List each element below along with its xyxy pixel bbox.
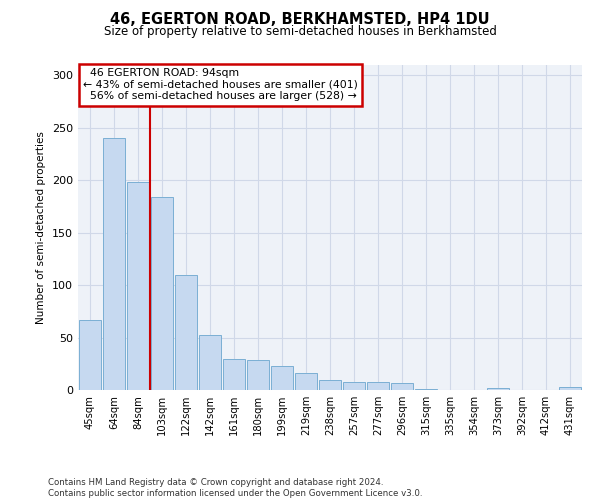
Bar [343, 382, 365, 390]
Bar [487, 388, 509, 390]
Text: 46 EGERTON ROAD: 94sqm
← 43% of semi-detached houses are smaller (401)
  56% of : 46 EGERTON ROAD: 94sqm ← 43% of semi-det… [83, 68, 358, 102]
Bar [295, 373, 317, 390]
Bar [415, 389, 437, 390]
Text: Contains HM Land Registry data © Crown copyright and database right 2024.
Contai: Contains HM Land Registry data © Crown c… [48, 478, 422, 498]
Bar [103, 138, 125, 390]
Bar [79, 320, 101, 390]
Bar [391, 382, 413, 390]
Bar [319, 380, 341, 390]
Y-axis label: Number of semi-detached properties: Number of semi-detached properties [37, 131, 46, 324]
Bar [127, 182, 149, 390]
Bar [223, 358, 245, 390]
Text: 46, EGERTON ROAD, BERKHAMSTED, HP4 1DU: 46, EGERTON ROAD, BERKHAMSTED, HP4 1DU [110, 12, 490, 28]
Bar [367, 382, 389, 390]
Bar [247, 360, 269, 390]
Bar [199, 336, 221, 390]
Text: Size of property relative to semi-detached houses in Berkhamsted: Size of property relative to semi-detach… [104, 25, 496, 38]
Bar [271, 366, 293, 390]
Bar [151, 197, 173, 390]
Bar [175, 274, 197, 390]
Bar [559, 387, 581, 390]
